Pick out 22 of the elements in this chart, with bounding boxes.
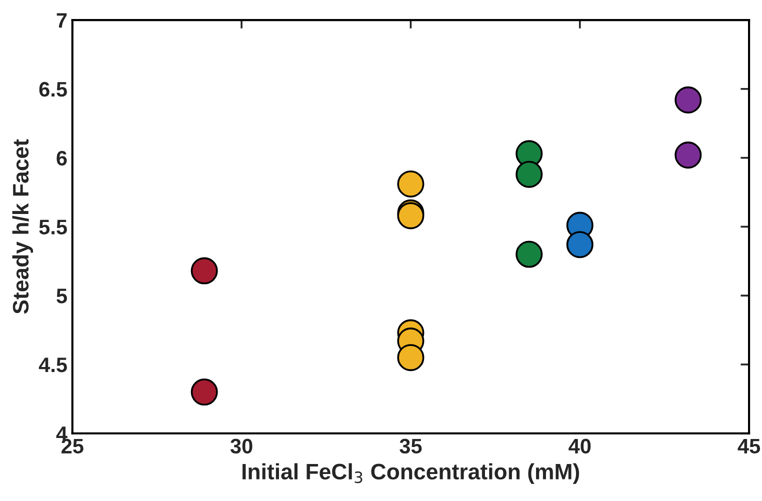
x-tick-label: 30 [230,438,252,454]
point [190,378,218,406]
y-tick-label: 7 [56,13,67,28]
point [397,344,424,372]
x-tick-label: 40 [568,438,591,454]
y-tick-label: 6.5 [39,82,67,97]
y-tick-label: 5.5 [39,220,67,234]
point [397,170,424,198]
x-tick-label: 25 [62,438,84,454]
point [566,231,594,258]
point [516,240,543,268]
point [674,142,702,169]
x-tick-label: 35 [400,438,422,454]
y-tick-label: 4.5 [38,358,67,372]
point [516,160,543,188]
x-axis-title: Initial FeCl$_{3}$ Concentration (mM) [242,463,580,484]
point [190,257,218,284]
y-axis-title: Steady h/k Facet [12,139,34,314]
y-tick-label: 6 [56,150,67,166]
y-tick-label: 5 [56,288,67,304]
point [674,86,702,114]
x-tick-label: 45 [738,438,760,454]
